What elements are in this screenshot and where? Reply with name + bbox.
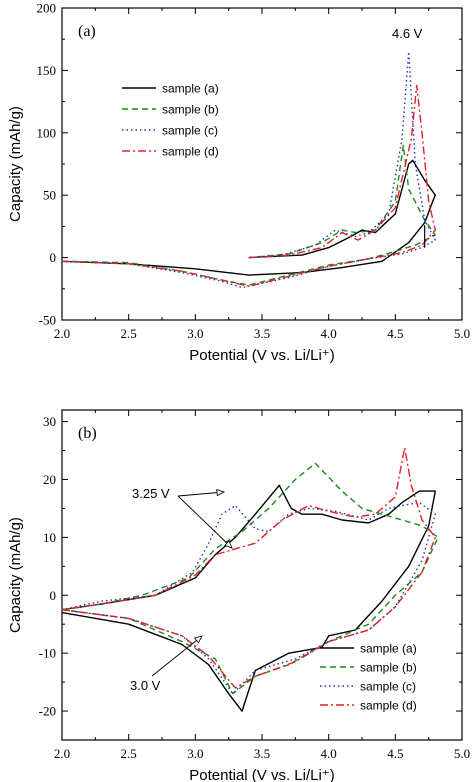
series-line-4 bbox=[62, 446, 436, 689]
y-tick-label: 30 bbox=[43, 414, 56, 429]
annotation-label: 3.0 V bbox=[130, 678, 161, 693]
chart-panel-a: 2.0 2.5 3.0 3.5 4.0 4.5 5.0 -50 0 50 100 150 200 Pote… bbox=[7, 1, 470, 365]
legend: sample (a) sample (b) sample (c) sample (d) bbox=[122, 82, 219, 159]
annotation-arrow bbox=[177, 495, 233, 549]
y-tick-label: 10 bbox=[43, 530, 56, 545]
legend-label: sample (b) bbox=[360, 661, 417, 675]
y-tick-label: -50 bbox=[39, 313, 56, 328]
legend-label: sample (a) bbox=[162, 82, 219, 96]
x-tick-label: 3.0 bbox=[187, 746, 203, 761]
x-tick-label: 2.5 bbox=[121, 326, 137, 341]
plot-frame bbox=[61, 7, 463, 321]
y-tick-label: 0 bbox=[50, 588, 57, 603]
y-tick-label: -20 bbox=[39, 704, 56, 719]
y-tick-label: 200 bbox=[37, 1, 57, 16]
x-tick-label: 5.0 bbox=[454, 326, 470, 341]
legend-label: sample (b) bbox=[162, 103, 219, 117]
x-tick-label: 2.0 bbox=[54, 746, 70, 761]
series-line-3 bbox=[62, 51, 436, 289]
series-line-2 bbox=[62, 462, 439, 695]
y-tick-label: 50 bbox=[43, 188, 56, 203]
series-line-1 bbox=[62, 484, 436, 712]
x-axis-title: Potential (V vs. Li/Li⁺) bbox=[189, 767, 334, 782]
annotation-arrow-head bbox=[224, 540, 233, 549]
annotation-arrow bbox=[151, 635, 203, 677]
legend-label: sample (a) bbox=[360, 642, 417, 656]
series-line-4 bbox=[62, 84, 436, 287]
x-tick-label: 5.0 bbox=[454, 746, 470, 761]
x-tick-label: 3.5 bbox=[254, 746, 270, 761]
annotation-arrow bbox=[177, 491, 225, 497]
x-tick-label: 2.5 bbox=[121, 746, 137, 761]
y-axis-title: Capacity (mAh/g) bbox=[7, 517, 24, 633]
panel-label: (a) bbox=[78, 23, 96, 40]
legend: sample (a) sample (b) sample (c) sample (d) bbox=[320, 642, 417, 713]
y-tick-label: 0 bbox=[50, 250, 57, 265]
annotation-arrow-head bbox=[216, 489, 226, 497]
annotation-label: 3.25 V bbox=[132, 486, 170, 501]
x-tick-label: 2.0 bbox=[54, 326, 70, 341]
legend-label: sample (d) bbox=[162, 145, 219, 159]
x-tick-label: 4.0 bbox=[321, 746, 337, 761]
y-tick-label: 150 bbox=[37, 63, 57, 78]
x-tick-label: 3.0 bbox=[187, 326, 203, 341]
y-axis-title: Capacity (mAh/g) bbox=[7, 106, 24, 222]
x-tick-label: 3.5 bbox=[254, 326, 270, 341]
legend-label: sample (c) bbox=[162, 124, 218, 138]
y-tick-label: -10 bbox=[39, 646, 56, 661]
y-tick-label: 20 bbox=[43, 472, 56, 487]
panel-label: (b) bbox=[78, 425, 97, 442]
legend-label: sample (d) bbox=[360, 699, 417, 713]
x-tick-label: 4.0 bbox=[321, 326, 337, 341]
legend-label: sample (c) bbox=[360, 680, 416, 694]
x-axis-title: Potential (V vs. Li/Li⁺) bbox=[189, 347, 334, 364]
annotation-label: 4.6 V bbox=[392, 26, 423, 41]
series-line-2 bbox=[62, 144, 436, 286]
series-line-1 bbox=[62, 159, 436, 276]
chart-panel-b: 2.0 2.5 3.0 3.5 4.0 4.5 5.0 -20 -10 0 10 20 30 Potent… bbox=[7, 409, 470, 782]
annotation-arrow-head bbox=[193, 635, 203, 644]
y-tick-label: 100 bbox=[37, 125, 57, 140]
x-tick-label: 4.5 bbox=[387, 326, 403, 341]
x-tick-label: 4.5 bbox=[387, 746, 403, 761]
